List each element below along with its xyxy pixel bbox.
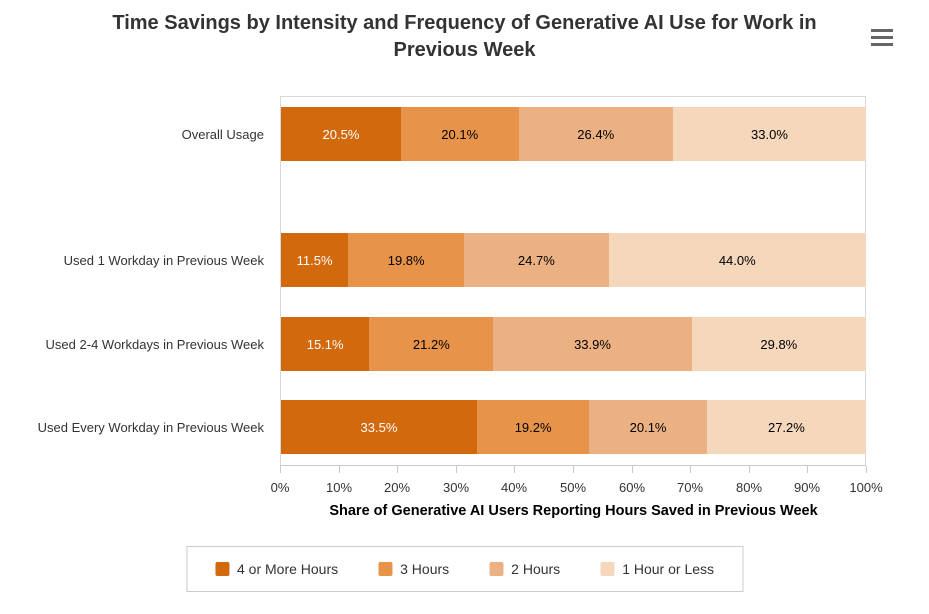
x-tick (749, 466, 750, 473)
bar-segment-1-hour-or-less[interactable]: 33.0% (672, 107, 866, 161)
bar-segment-1-hour-or-less[interactable]: 27.2% (706, 400, 866, 454)
legend-item-label: 4 or More Hours (236, 561, 339, 577)
bar-segment-4-or-more-hours[interactable]: 33.5% (281, 400, 477, 454)
legend-item-2-hours[interactable]: 2 Hours (489, 561, 560, 577)
x-tick-label: 30% (442, 480, 470, 495)
x-tick-label: 70% (676, 480, 704, 495)
legend-item-3-hours[interactable]: 3 Hours (378, 561, 449, 577)
bar-segment-1-hour-or-less[interactable]: 29.8% (691, 317, 866, 371)
x-tick-label: 60% (618, 480, 646, 495)
hamburger-menu-icon (869, 28, 895, 46)
x-tick (632, 466, 633, 473)
bar-segment-2-hours[interactable]: 24.7% (464, 233, 609, 287)
x-tick-label: 80% (735, 480, 763, 495)
legend-swatch-icon (214, 562, 229, 576)
y-category-label: Used Every Workday in Previous Week (37, 419, 264, 435)
x-tick-label: 50% (559, 480, 587, 495)
export-menu-button[interactable] (869, 28, 895, 50)
y-category-label: Used 2-4 Workdays in Previous Week (45, 336, 264, 352)
bar-segment-4-or-more-hours[interactable]: 15.1% (281, 317, 370, 371)
bar-row: 11.5% 19.8% 24.7% 44.0% (281, 233, 866, 287)
x-tick (280, 466, 281, 473)
legend: 4 or More Hours 3 Hours 2 Hours 1 Hour or L… (185, 546, 744, 592)
bar-segment-3-hours[interactable]: 19.2% (476, 400, 590, 454)
x-tick (807, 466, 808, 473)
x-tick-label: 40% (500, 480, 528, 495)
x-tick (456, 466, 457, 473)
bar-segment-1-hour-or-less[interactable]: 44.0% (608, 233, 866, 287)
chart-title: Time Savings by Intensity and Frequency … (112, 12, 817, 61)
x-tick (397, 466, 398, 473)
bar-segment-2-hours[interactable]: 26.4% (518, 107, 673, 161)
bar-segment-4-or-more-hours[interactable]: 11.5% (281, 233, 349, 287)
x-tick (514, 466, 515, 473)
bar-row: 20.5% 20.1% 26.4% 33.0% (281, 107, 866, 161)
x-tick-label: 20% (383, 480, 411, 495)
bar-segment-3-hours[interactable]: 21.2% (369, 317, 494, 371)
bar-segment-4-or-more-hours[interactable]: 20.5% (281, 107, 401, 161)
bar-row: 15.1% 21.2% 33.9% 29.8% (281, 317, 866, 371)
legend-item-label: 3 Hours (400, 561, 450, 577)
x-axis-title: Share of Generative AI Users Reporting H… (329, 503, 818, 519)
x-tick (339, 466, 340, 473)
bar-segment-3-hours[interactable]: 20.1% (400, 107, 519, 161)
x-tick (690, 466, 691, 473)
x-tick-label: 90% (793, 480, 821, 495)
bar-segment-2-hours[interactable]: 20.1% (589, 400, 707, 454)
legend-swatch-icon (600, 562, 615, 576)
y-category-label: Overall Usage (181, 126, 264, 142)
legend-item-1-hour-or-less[interactable]: 1 Hour or Less (600, 561, 714, 577)
bar-segment-2-hours[interactable]: 33.9% (493, 317, 692, 371)
x-tick-label: 100% (849, 480, 883, 495)
x-tick-label: 10% (325, 480, 353, 495)
bar-row: 33.5% 19.2% 20.1% 27.2% (281, 400, 866, 454)
x-tick (573, 466, 574, 473)
legend-item-4-or-more-hours[interactable]: 4 or More Hours (214, 561, 339, 577)
x-tick (866, 466, 867, 473)
legend-swatch-icon (378, 562, 393, 576)
legend-item-label: 2 Hours (511, 561, 561, 577)
x-tick-label: 0% (270, 480, 290, 495)
legend-item-label: 1 Hour or Less (622, 561, 715, 577)
legend-swatch-icon (489, 562, 504, 576)
y-category-label: Used 1 Workday in Previous Week (63, 252, 264, 268)
bar-segment-3-hours[interactable]: 19.8% (348, 233, 465, 287)
